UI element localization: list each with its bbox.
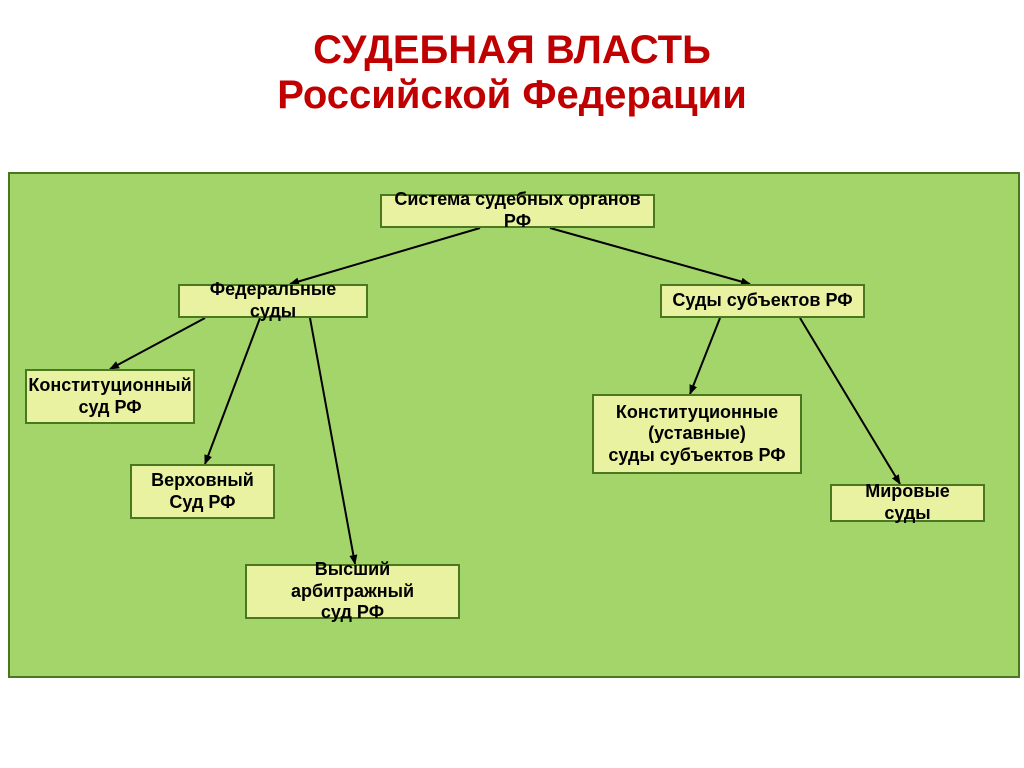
title-line-2: Российской Федерации	[0, 73, 1024, 118]
edge-root-federal	[290, 228, 480, 284]
edge-federal-supreme	[205, 318, 260, 464]
edge-federal-const	[110, 318, 205, 369]
node-supreme: ВерховныйСуд РФ	[130, 464, 275, 519]
title-line-1: СУДЕБНАЯ ВЛАСТЬ	[0, 28, 1024, 73]
node-subj: Суды субъектов РФ	[660, 284, 865, 318]
edge-subj-ustav	[690, 318, 720, 394]
slide-title: СУДЕБНАЯ ВЛАСТЬ Российской Федерации	[0, 0, 1024, 118]
node-ustav: Конституционные(уставные)суды субъектов …	[592, 394, 802, 474]
node-federal: Федеральные суды	[178, 284, 368, 318]
node-arbitr: Высший арбитражныйсуд РФ	[245, 564, 460, 619]
node-const: Конституционныйсуд РФ	[25, 369, 195, 424]
diagram-edges	[10, 174, 1018, 676]
edge-subj-mir	[800, 318, 900, 484]
node-mir: Мировые суды	[830, 484, 985, 522]
org-chart-diagram: Система судебных органов РФ Федеральные с…	[8, 172, 1020, 678]
edge-root-subj	[550, 228, 750, 284]
node-root: Система судебных органов РФ	[380, 194, 655, 228]
edge-federal-arbitr	[310, 318, 355, 564]
